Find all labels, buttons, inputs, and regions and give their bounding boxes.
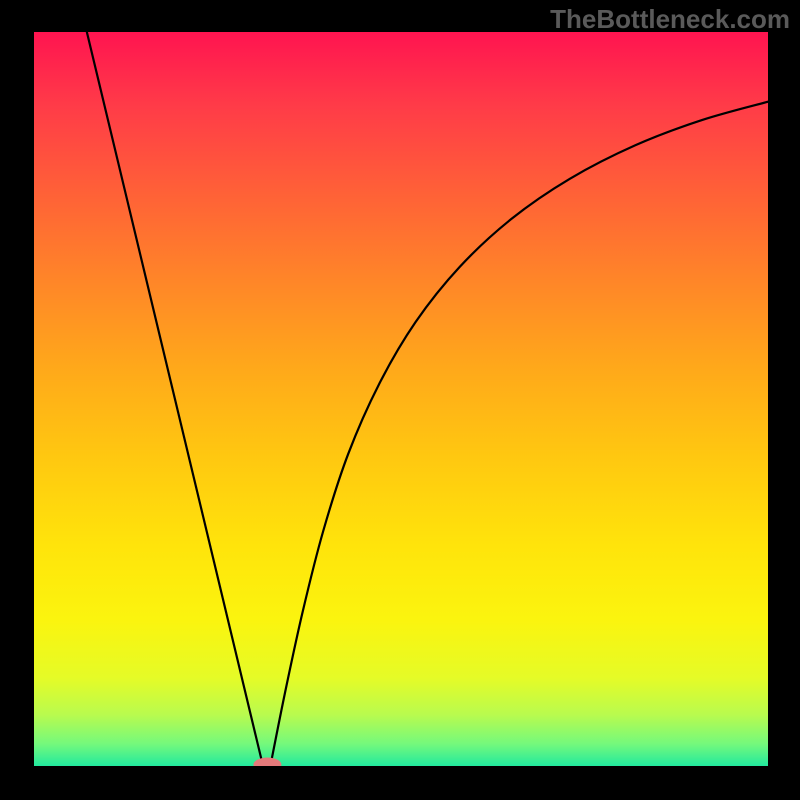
frame-bottom	[0, 766, 800, 800]
bottleneck-curve	[34, 32, 768, 766]
frame-left	[0, 32, 34, 766]
frame-right	[768, 32, 800, 766]
plot-area	[34, 32, 768, 766]
watermark-text: TheBottleneck.com	[550, 4, 790, 35]
dip-marker	[253, 758, 281, 766]
